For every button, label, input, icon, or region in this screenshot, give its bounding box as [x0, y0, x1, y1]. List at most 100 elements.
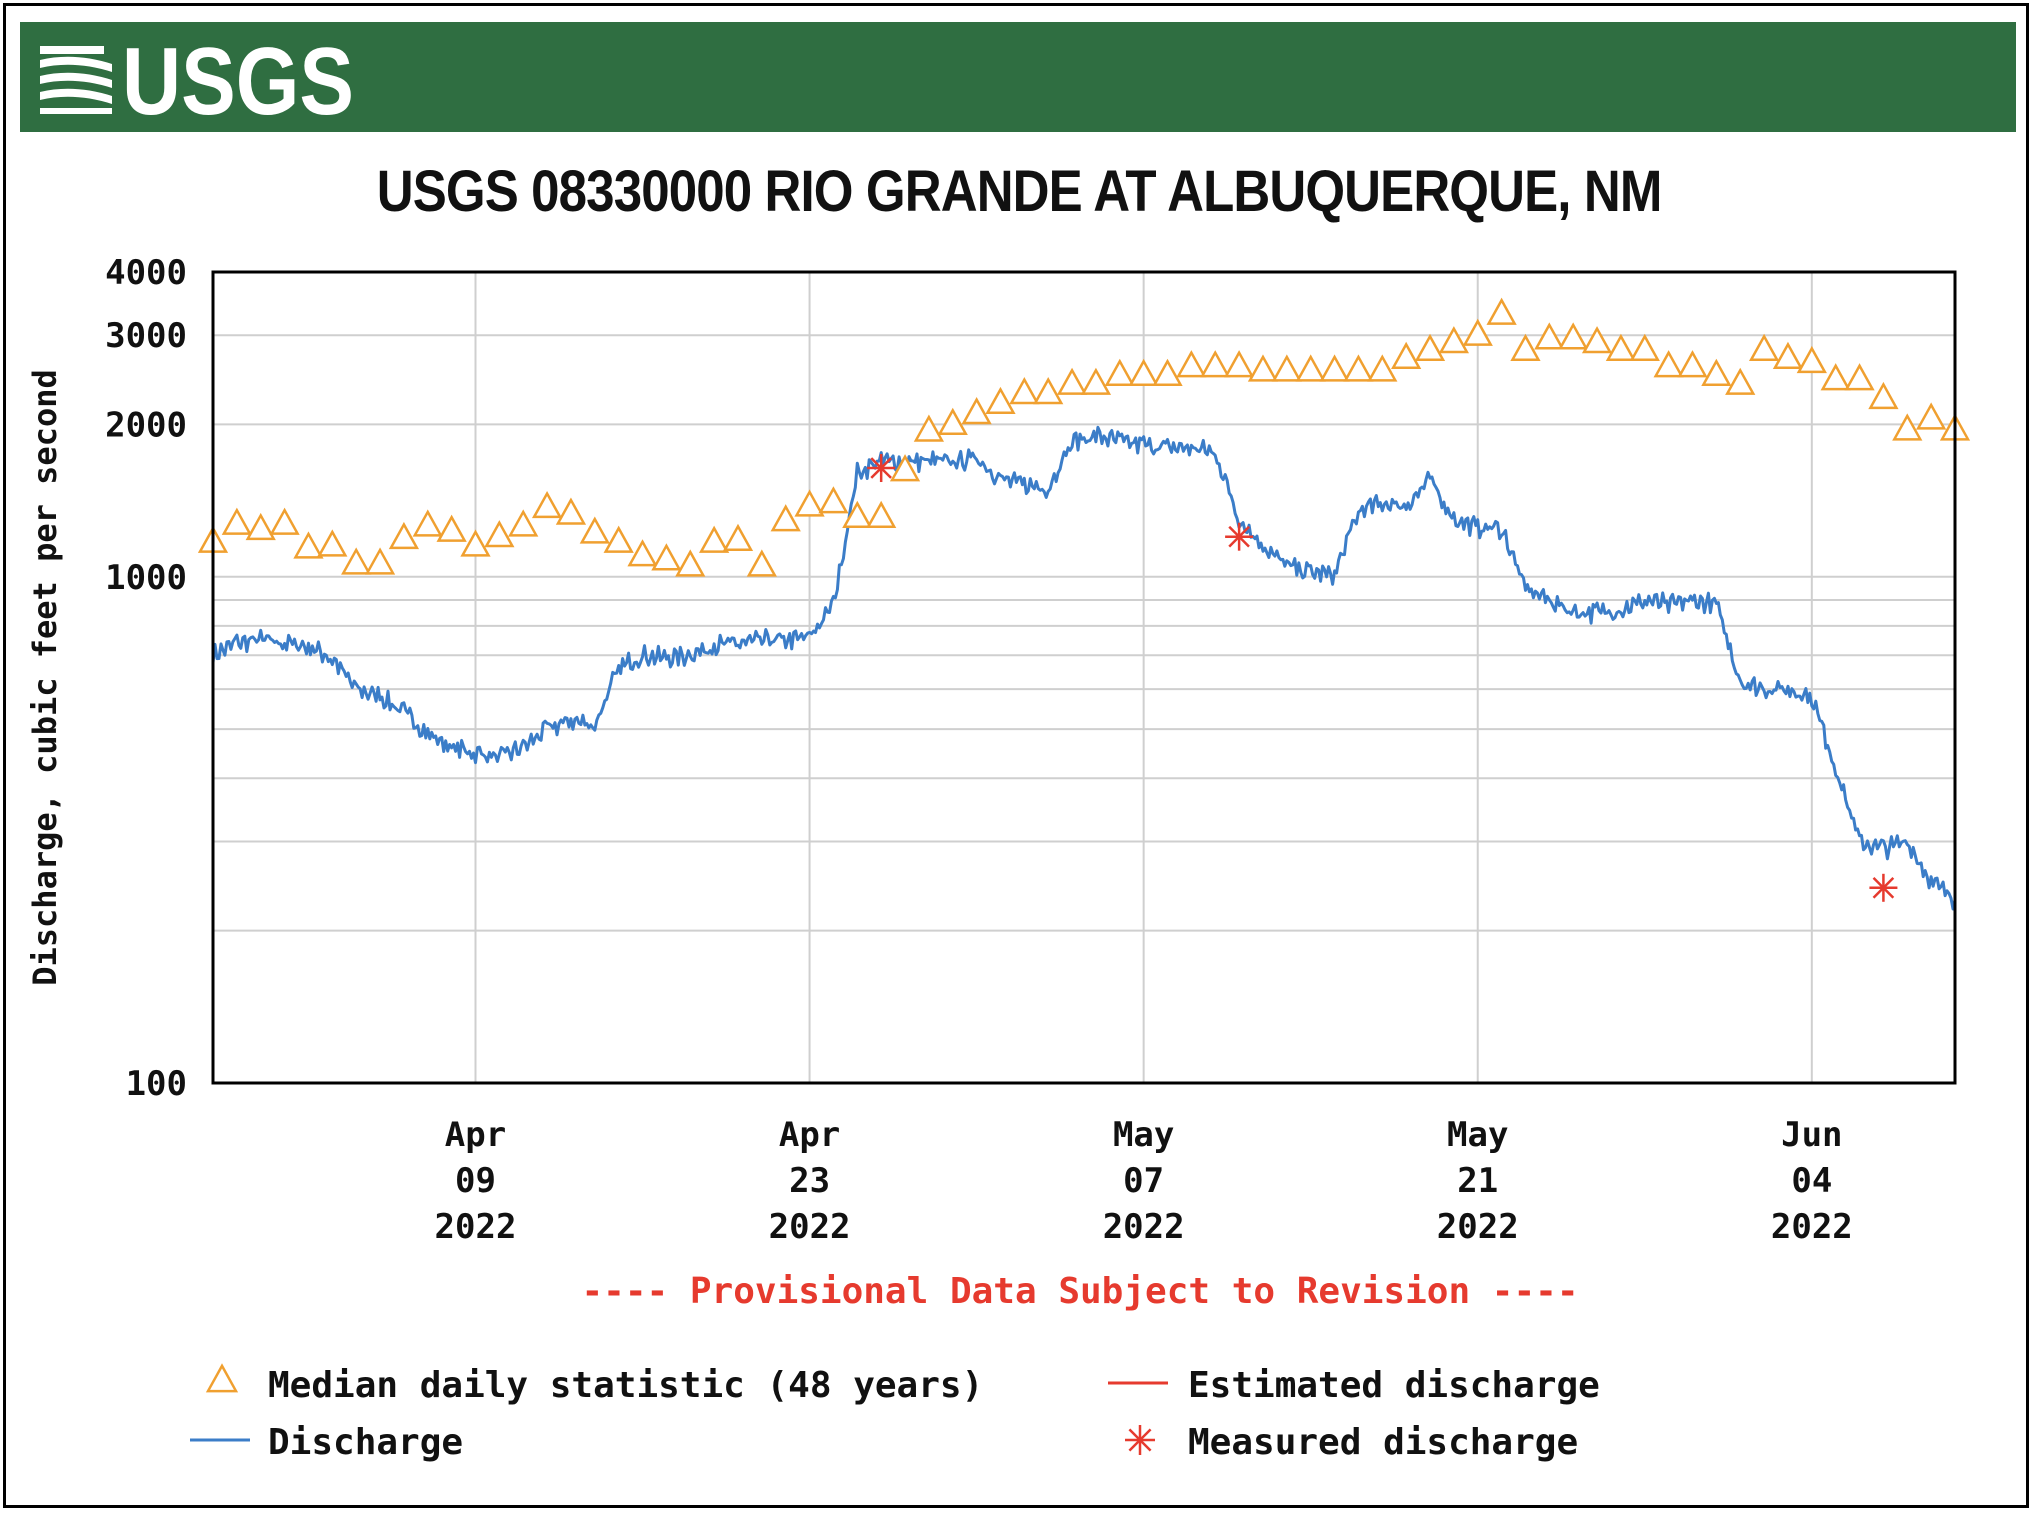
x-tick-label: 07	[1123, 1161, 1164, 1201]
median-marker	[1820, 363, 1851, 391]
median-marker	[1892, 413, 1923, 441]
median-marker	[1581, 326, 1613, 354]
grid-layer	[213, 272, 1955, 1083]
y-tick-label: 100	[126, 1064, 187, 1104]
x-tick-label: 23	[789, 1161, 830, 1201]
median-marker	[508, 509, 539, 537]
y-tick-labels: 4000 3000 2000 1000 100	[105, 253, 187, 1104]
chart-title: USGS 08330000 RIO GRANDE AT ALBUQUERQUE,…	[376, 159, 1663, 224]
median-marker	[985, 386, 1016, 415]
logo-wordmark: USGS	[122, 32, 354, 124]
median-marker	[937, 407, 968, 435]
y-tick-label: 1000	[105, 558, 187, 598]
usgs-banner: USGS	[20, 22, 2016, 132]
median-marker	[1510, 333, 1541, 362]
median-marker	[1056, 367, 1088, 395]
median-marker	[1844, 363, 1875, 391]
median-marker	[1247, 354, 1279, 382]
median-marker	[1558, 322, 1589, 350]
median-marker	[1391, 341, 1422, 370]
median-marker	[818, 486, 849, 514]
median-marker	[1605, 333, 1637, 362]
median-marker	[842, 500, 873, 529]
median-marker	[1796, 345, 1827, 374]
median-marker	[1772, 341, 1804, 370]
y-tick-label: 3000	[105, 316, 187, 356]
median-marker	[1200, 350, 1231, 378]
median-marker	[388, 521, 420, 550]
median-marker	[460, 529, 491, 557]
median-marker	[1677, 350, 1708, 378]
legend-label: Measured discharge	[1188, 1422, 1578, 1463]
x-tick-label: 09	[455, 1161, 496, 1201]
median-marker	[364, 547, 396, 575]
median-marker	[1414, 333, 1446, 362]
plot-border	[211, 270, 1957, 1085]
median-marker	[794, 489, 825, 517]
series-layer	[197, 297, 1971, 911]
median-marker	[746, 549, 777, 577]
median-marker	[1080, 367, 1112, 395]
legend-label: Estimated discharge	[1188, 1365, 1600, 1406]
x-tick-label: 2022	[769, 1207, 851, 1247]
median-marker	[1748, 333, 1780, 362]
median-marker	[770, 504, 801, 532]
median-marker	[1176, 350, 1207, 378]
median-marker	[436, 514, 467, 542]
legend-label: Discharge	[268, 1422, 463, 1463]
median-marker	[1486, 297, 1517, 325]
median-marker	[1223, 350, 1255, 378]
legend-measured-icon	[1125, 1425, 1155, 1455]
median-marker	[961, 397, 992, 425]
median-marker	[913, 414, 945, 442]
median-marker	[245, 512, 276, 541]
chart-frame	[3, 3, 2029, 1508]
median-marker	[1534, 322, 1565, 350]
median-marker	[1629, 333, 1660, 362]
x-tick-label: Apr	[445, 1115, 506, 1155]
median-marker	[412, 509, 443, 537]
median-marker	[531, 490, 563, 519]
median-marker	[1152, 358, 1183, 386]
median-marker	[1009, 377, 1040, 405]
median-marker	[269, 507, 300, 535]
median-marker	[1319, 354, 1350, 382]
median-marker	[555, 497, 587, 525]
x-tick-label: May	[1113, 1115, 1174, 1155]
x-tick-label: 2022	[1437, 1207, 1519, 1247]
x-tick-label: Jun	[1781, 1115, 1842, 1155]
median-marker	[1916, 402, 1947, 430]
x-tick-label: May	[1447, 1115, 1508, 1155]
median-marker	[1104, 358, 1135, 386]
median-marker	[484, 520, 515, 548]
median-marker	[1438, 326, 1470, 354]
median-marker	[1128, 358, 1159, 386]
discharge-series-line	[211, 425, 1957, 911]
measured-marker	[1225, 522, 1254, 551]
y-axis-label: Discharge, cubic feet per second	[26, 369, 64, 986]
median-marker	[627, 539, 658, 567]
median-marker	[1701, 358, 1732, 386]
median-marker	[579, 516, 610, 544]
median-marker	[1653, 350, 1684, 378]
median-marker	[698, 525, 730, 553]
median-marker	[722, 523, 754, 551]
provisional-note: ---- Provisional Data Subject to Revisio…	[582, 1271, 1579, 1312]
median-marker	[221, 507, 252, 535]
median-marker	[341, 547, 372, 575]
x-tick-label: 21	[1457, 1161, 1498, 1201]
y-tick-label: 2000	[105, 405, 187, 445]
median-marker	[293, 531, 324, 559]
measured-marker	[1869, 873, 1898, 902]
y-tick-label: 4000	[105, 253, 187, 293]
legend-label: Median daily statistic (48 years)	[268, 1365, 983, 1406]
median-marker	[1725, 367, 1756, 395]
median-marker	[1271, 354, 1302, 382]
x-tick-label: Apr	[779, 1115, 840, 1155]
median-marker	[317, 529, 348, 557]
measured-marker	[867, 454, 896, 483]
median-marker	[603, 525, 634, 553]
usgs-logo: USGS	[40, 32, 354, 124]
median-marker	[1462, 318, 1493, 346]
